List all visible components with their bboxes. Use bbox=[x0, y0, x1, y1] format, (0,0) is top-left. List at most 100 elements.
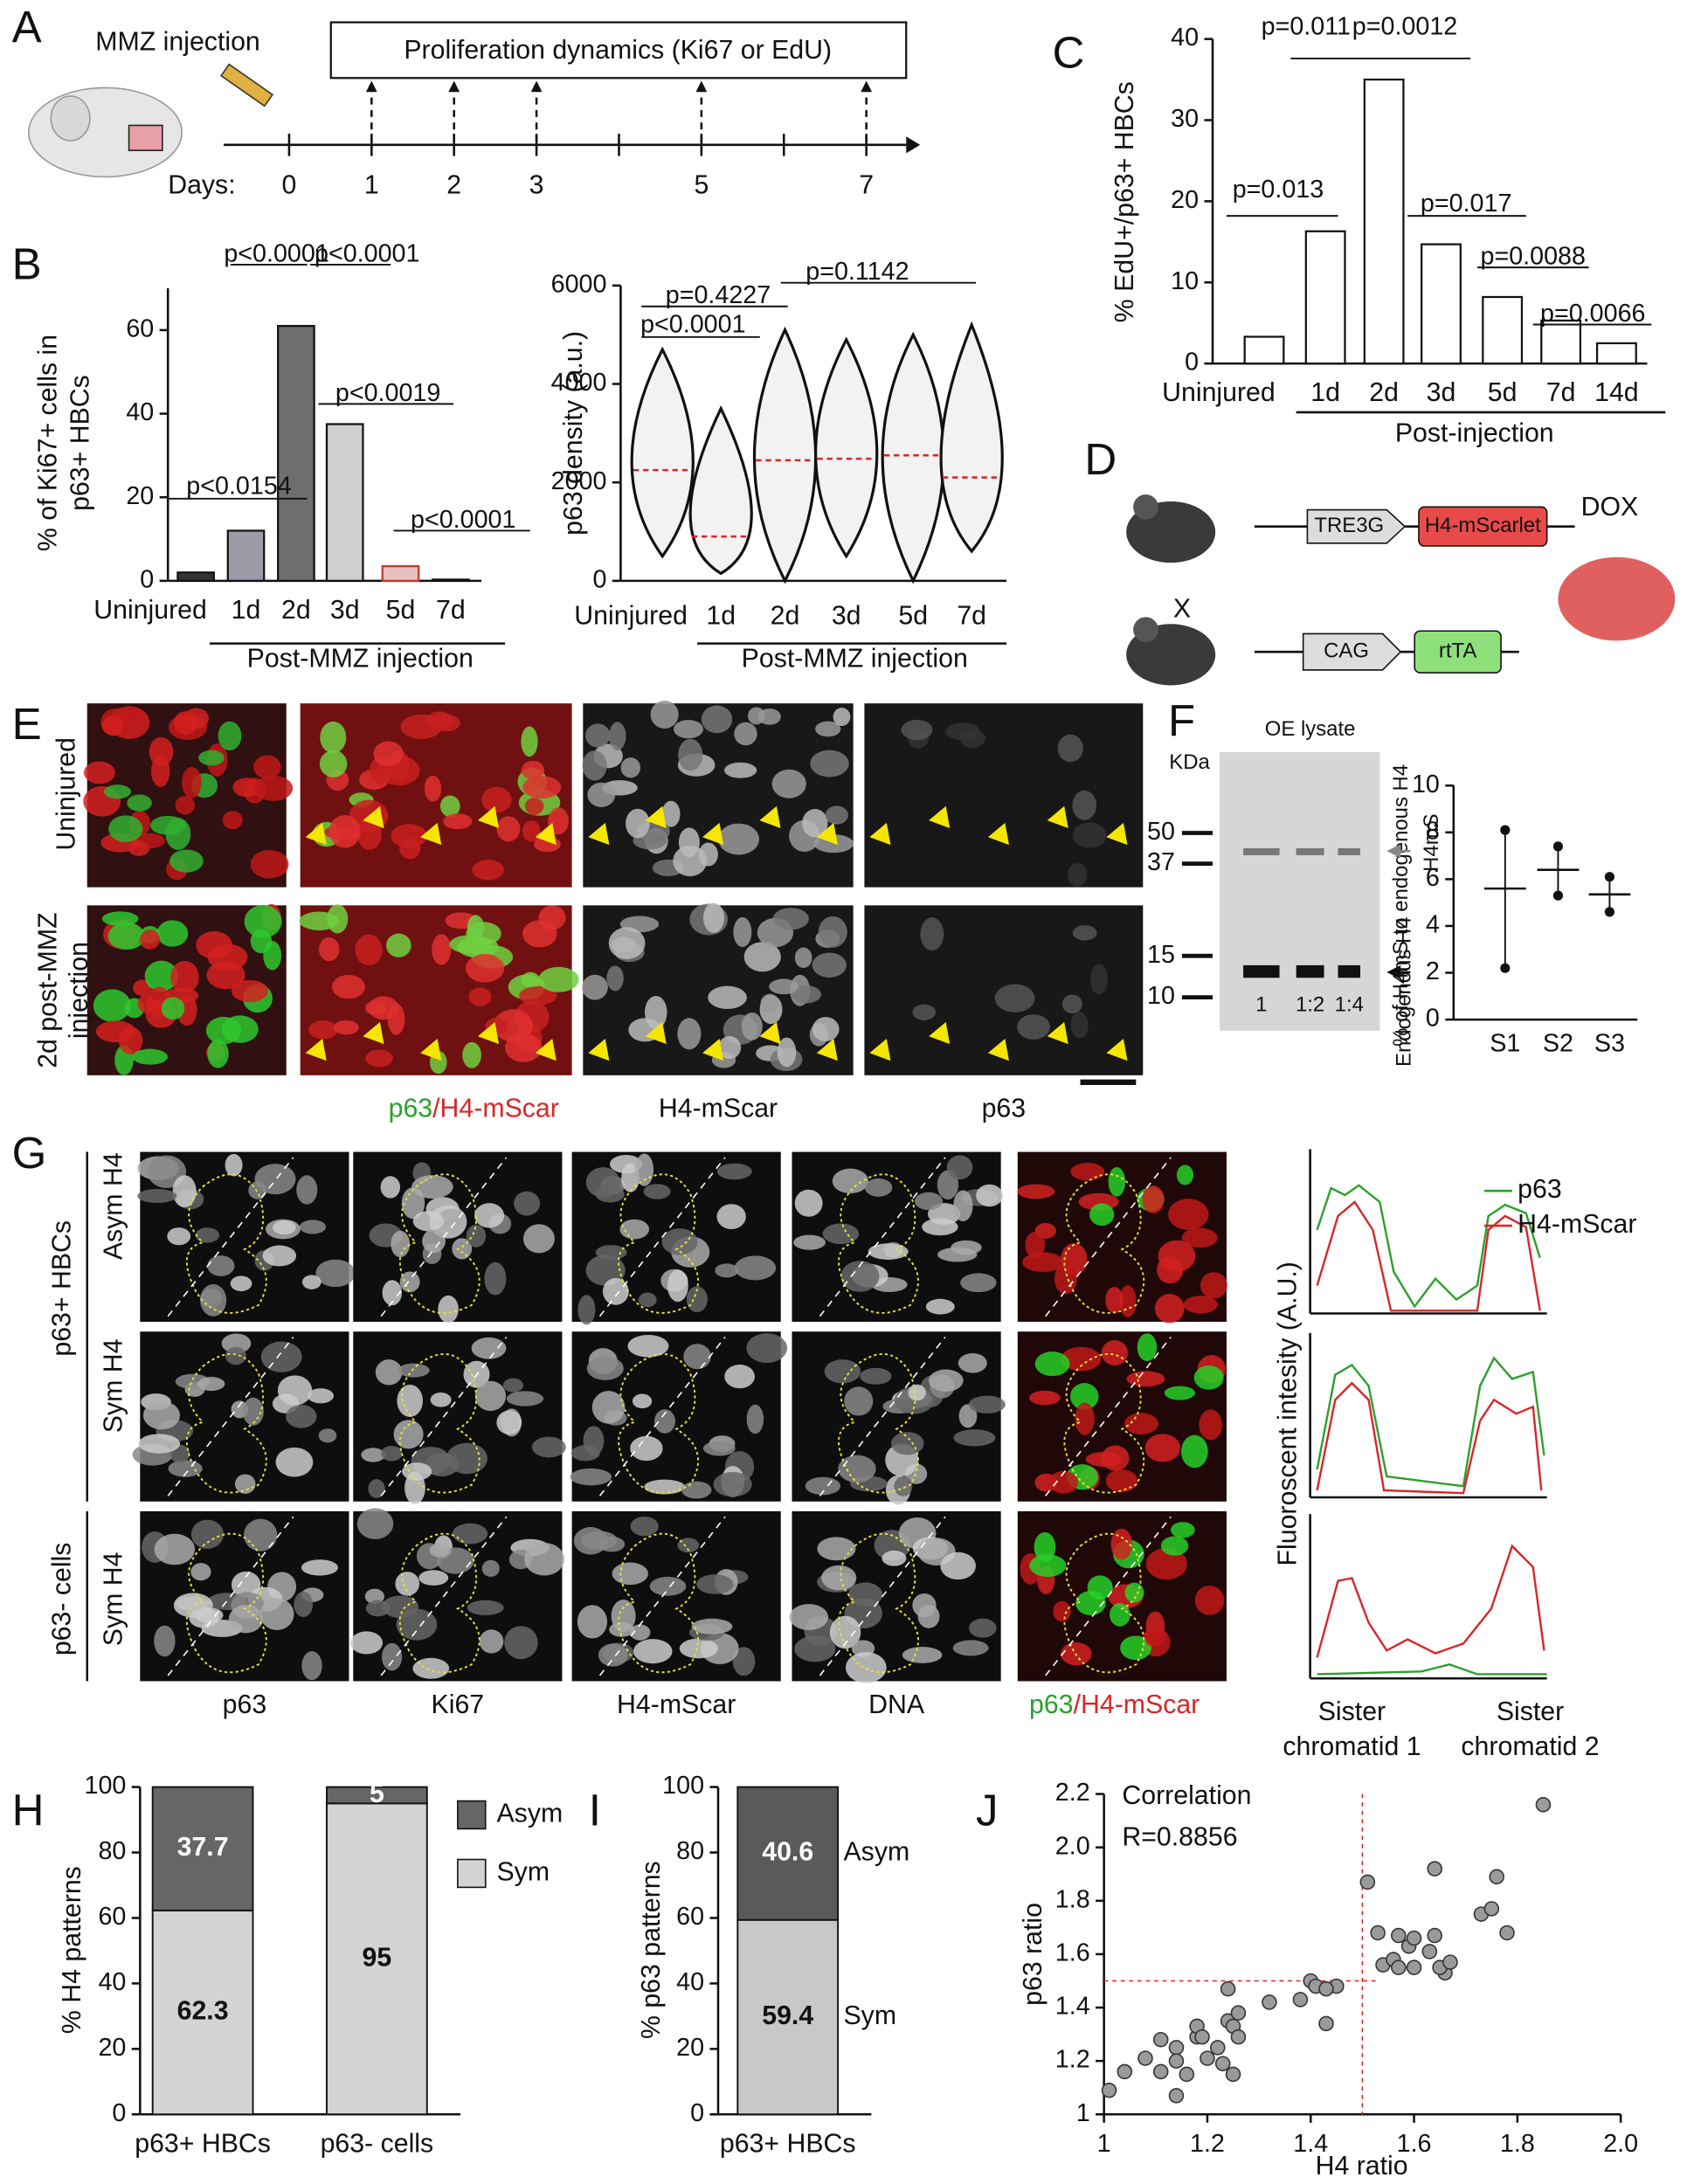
nucleus bbox=[953, 1429, 996, 1447]
nucleus bbox=[424, 775, 442, 802]
nucleus bbox=[1120, 1635, 1152, 1661]
nucleus bbox=[577, 1605, 608, 1639]
marker-label: 37 bbox=[1147, 848, 1175, 876]
nucleus bbox=[794, 1635, 836, 1662]
y-tick-label: 10 bbox=[1171, 267, 1199, 295]
point bbox=[1292, 1992, 1309, 2008]
row-label: p63- cells bbox=[48, 1543, 77, 1656]
nucleus bbox=[262, 1245, 297, 1267]
nucleus bbox=[619, 1219, 650, 1240]
nucleus bbox=[1164, 1386, 1195, 1400]
x-tick-label: 5d bbox=[386, 596, 416, 625]
nucleus bbox=[953, 1190, 973, 1222]
point bbox=[1391, 1927, 1407, 1944]
bar bbox=[1304, 230, 1346, 365]
bar bbox=[381, 565, 420, 582]
arrowhead-marker bbox=[1047, 805, 1068, 829]
violin bbox=[630, 346, 695, 559]
bar bbox=[1243, 335, 1285, 365]
x-axis-label: Post-MMZ injection bbox=[247, 645, 474, 674]
x-tick-label: Uninjured bbox=[574, 601, 688, 630]
panel-label: I bbox=[589, 1785, 601, 1835]
nucleus bbox=[1053, 1600, 1071, 1622]
nucleus bbox=[356, 1508, 394, 1539]
point bbox=[1552, 890, 1564, 901]
y-axis-label: p63+ HBCs bbox=[66, 375, 94, 511]
band bbox=[1296, 847, 1324, 855]
nucleus bbox=[882, 1550, 907, 1566]
nucleus bbox=[350, 1631, 384, 1655]
annotation: Correlation bbox=[1122, 1781, 1251, 1810]
nucleus bbox=[643, 1184, 671, 1199]
x-tick-label: Uninjured bbox=[93, 596, 207, 625]
day-label: 7 bbox=[859, 171, 874, 200]
x-tick-label: 1d bbox=[706, 601, 736, 630]
nucleus bbox=[375, 1359, 403, 1386]
nucleus bbox=[170, 960, 199, 993]
cell-outline bbox=[185, 1532, 267, 1674]
box-label: Proliferation dynamics (Ki67 or EdU) bbox=[404, 36, 832, 65]
nucleus bbox=[506, 1391, 544, 1406]
nucleus bbox=[746, 1333, 788, 1364]
nucleus bbox=[386, 933, 411, 957]
nucleus bbox=[250, 850, 289, 879]
nucleus bbox=[606, 965, 624, 992]
nucleus bbox=[493, 1009, 534, 1042]
nucleus bbox=[1022, 1252, 1064, 1273]
bar-segment bbox=[326, 1786, 428, 1805]
y-tick-label: 2.2 bbox=[1055, 1779, 1090, 1807]
nucleus bbox=[301, 1559, 339, 1576]
point bbox=[1500, 963, 1511, 973]
bar-segment bbox=[736, 1786, 840, 1921]
arrowhead-marker bbox=[929, 805, 951, 829]
arrowhead-marker bbox=[363, 1021, 384, 1045]
column-label: Ki67 bbox=[432, 1690, 485, 1719]
nucleus bbox=[165, 818, 191, 850]
point bbox=[1535, 1797, 1552, 1813]
nucleus bbox=[397, 1384, 424, 1418]
row-label: Sym H4 bbox=[100, 1339, 128, 1434]
violin bbox=[752, 326, 818, 584]
nucleus bbox=[524, 1542, 564, 1576]
nucleus bbox=[1090, 964, 1109, 995]
y-tick-label: 10 bbox=[1412, 771, 1440, 798]
nucleus bbox=[708, 985, 747, 1009]
panel-label: B bbox=[12, 239, 42, 289]
nucleus bbox=[802, 808, 828, 838]
nucleus bbox=[481, 786, 512, 813]
y-tick-label: 60 bbox=[98, 1903, 126, 1931]
nucleus bbox=[218, 721, 242, 750]
nucleus bbox=[154, 1625, 176, 1657]
nucleus bbox=[504, 1626, 538, 1660]
p-value: p=0.4227 bbox=[666, 281, 771, 309]
p-value: p=0.0012 bbox=[1352, 12, 1457, 40]
nucleus bbox=[168, 1460, 203, 1477]
p-value: p=0.013 bbox=[1233, 176, 1324, 204]
nucleus bbox=[824, 1359, 861, 1384]
nucleus bbox=[381, 1446, 403, 1462]
nucleus bbox=[821, 1565, 857, 1591]
x-tick-label: 1.4 bbox=[1293, 2130, 1328, 2158]
cell-outline bbox=[398, 1353, 481, 1494]
arrowhead-marker bbox=[363, 805, 384, 829]
band bbox=[1243, 847, 1280, 855]
nucleus bbox=[673, 845, 708, 877]
day-label: 2 bbox=[446, 171, 461, 200]
legend-label: H4-mScar bbox=[1518, 1210, 1636, 1239]
nucleus bbox=[1144, 1434, 1180, 1462]
nucleus bbox=[190, 1563, 211, 1581]
nucleus bbox=[1194, 1586, 1225, 1615]
nucleus bbox=[107, 923, 146, 950]
nucleus bbox=[595, 1185, 625, 1203]
nucleus bbox=[466, 1225, 487, 1248]
nucleus bbox=[917, 1604, 940, 1628]
nucleus bbox=[138, 1434, 181, 1454]
y-tick-label: 8 bbox=[1426, 817, 1440, 845]
p-value: p<0.0001 bbox=[224, 239, 328, 267]
point bbox=[1370, 1925, 1386, 1941]
nucleus bbox=[1124, 1413, 1158, 1434]
panel-label: C bbox=[1053, 27, 1085, 77]
nucleus bbox=[1168, 1199, 1209, 1231]
legend-label: Asym bbox=[496, 1799, 563, 1828]
legend-label: p63 bbox=[1518, 1175, 1562, 1204]
